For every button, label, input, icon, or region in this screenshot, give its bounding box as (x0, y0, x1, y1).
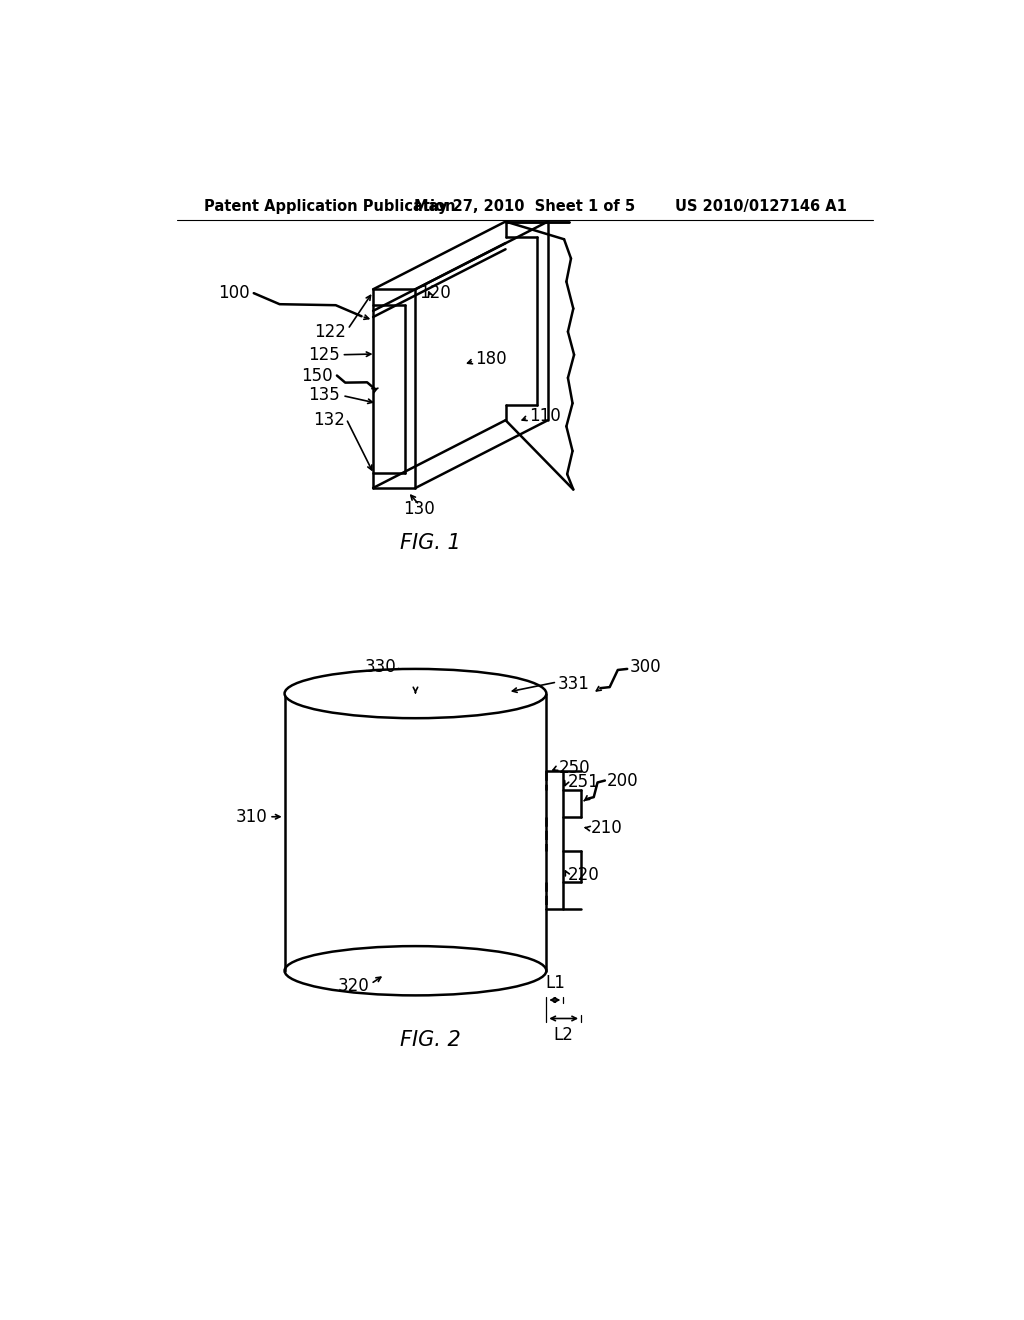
Text: 122: 122 (314, 322, 346, 341)
Text: 120: 120 (419, 284, 451, 302)
Text: L1: L1 (545, 974, 565, 993)
Text: 200: 200 (606, 772, 638, 789)
Text: 130: 130 (403, 500, 435, 517)
Text: 180: 180 (475, 350, 507, 367)
Text: US 2010/0127146 A1: US 2010/0127146 A1 (675, 198, 847, 214)
Text: 331: 331 (558, 676, 590, 693)
Text: L2: L2 (554, 1026, 573, 1044)
Text: 135: 135 (308, 385, 340, 404)
Text: 100: 100 (218, 284, 250, 302)
Text: 320: 320 (338, 977, 370, 995)
Text: 110: 110 (529, 408, 561, 425)
Text: FIG. 2: FIG. 2 (400, 1030, 461, 1049)
Text: 330: 330 (365, 657, 396, 676)
Text: 310: 310 (236, 808, 267, 826)
Text: FIG. 1: FIG. 1 (400, 533, 461, 553)
Text: Patent Application Publication: Patent Application Publication (204, 198, 456, 214)
Ellipse shape (285, 669, 547, 718)
Text: May 27, 2010  Sheet 1 of 5: May 27, 2010 Sheet 1 of 5 (415, 198, 635, 214)
Text: 220: 220 (568, 866, 600, 883)
Text: 210: 210 (590, 820, 622, 837)
Text: 250: 250 (559, 759, 590, 777)
Text: 150: 150 (301, 367, 333, 384)
Text: 300: 300 (630, 657, 662, 676)
Text: 251: 251 (568, 774, 600, 791)
Text: 125: 125 (308, 346, 340, 364)
Text: 132: 132 (312, 412, 345, 429)
